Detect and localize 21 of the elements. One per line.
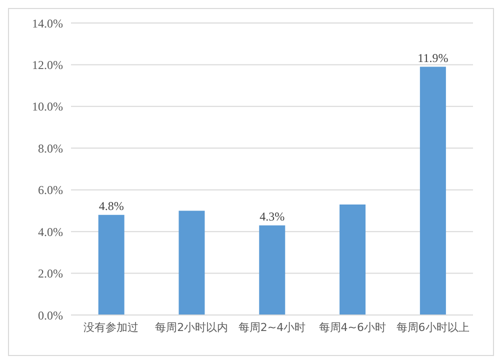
bar bbox=[98, 214, 124, 315]
data-label: 4.8% bbox=[98, 198, 124, 213]
y-tick-label: 12.0% bbox=[32, 58, 63, 72]
y-tick-label: 6.0% bbox=[38, 183, 63, 198]
bar bbox=[178, 210, 205, 315]
x-tick-label: 每周2~4小时 bbox=[238, 320, 306, 334]
y-tick-label: 8.0% bbox=[38, 141, 63, 156]
y-tick-label: 2.0% bbox=[38, 266, 63, 281]
x-tick-label: 每周2小时以内 bbox=[155, 320, 228, 334]
bar bbox=[420, 66, 446, 315]
data-label: 4.3% bbox=[260, 209, 285, 224]
data-label: 11.9% bbox=[418, 50, 448, 65]
x-tick-label: 没有参加过 bbox=[84, 320, 139, 334]
bar bbox=[340, 204, 366, 315]
bar bbox=[259, 225, 286, 315]
y-tick-label: 10.0% bbox=[32, 100, 63, 114]
y-tick-label: 0.0% bbox=[38, 308, 63, 322]
y-tick-label: 14.0% bbox=[32, 16, 63, 30]
x-tick-label: 每周4~6小时 bbox=[318, 320, 386, 334]
x-tick-label: 每周6小时以上 bbox=[396, 320, 470, 334]
y-tick-label: 4.0% bbox=[38, 224, 63, 239]
